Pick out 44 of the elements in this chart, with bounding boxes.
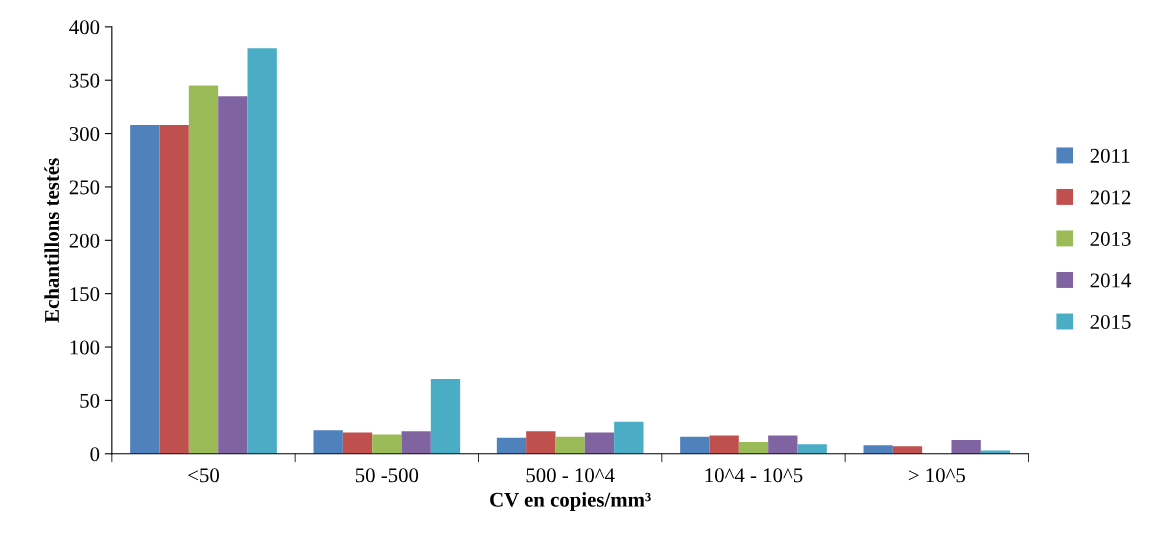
bar [496, 437, 527, 454]
bar [130, 125, 160, 454]
bar [614, 421, 644, 454]
legend-label: 2014 [1090, 273, 1132, 288]
bar [218, 96, 248, 454]
bar [247, 48, 277, 454]
y-tick-label: 0 [90, 447, 100, 462]
bar [372, 434, 402, 454]
bar [401, 431, 431, 454]
bar [430, 379, 461, 454]
y-tick-label: 100 [70, 340, 100, 355]
legend-label: 2011 [1090, 148, 1130, 163]
x-axis-title: CV en copies/mm³ [490, 492, 651, 511]
bar [159, 125, 189, 454]
bar [709, 435, 739, 454]
bar [526, 431, 556, 454]
bar [342, 432, 373, 454]
bar [188, 85, 219, 454]
bar [768, 435, 798, 454]
bar [951, 439, 981, 454]
y-tick-label: 350 [69, 73, 100, 88]
legend-label: 2015 [1090, 314, 1131, 329]
x-tick-label: 10^4 - 10^5 [705, 468, 803, 483]
x-tick-label: <50 [188, 468, 219, 483]
bar [863, 445, 893, 454]
bar [680, 436, 710, 454]
y-tick-label: 400 [69, 20, 100, 35]
x-tick-label: > 10^5 [908, 468, 965, 483]
bar [738, 442, 769, 454]
bar [584, 432, 615, 454]
y-tick-label: 150 [70, 287, 100, 302]
x-tick-label: 500 - 10^4 [526, 468, 615, 483]
y-axis-title: Echantillons testés [44, 158, 59, 323]
y-tick-label: 50 [80, 393, 100, 408]
x-tick-label: 50 -500 [355, 468, 419, 483]
bar [555, 436, 585, 454]
y-tick-label: 250 [69, 180, 100, 195]
bar [313, 430, 343, 454]
bar [892, 446, 923, 454]
bar [797, 444, 827, 454]
legend-label: 2012 [1090, 190, 1131, 205]
y-tick-label: 200 [69, 233, 100, 248]
legend-label: 2013 [1090, 231, 1131, 246]
y-tick-label: 300 [69, 126, 100, 142]
